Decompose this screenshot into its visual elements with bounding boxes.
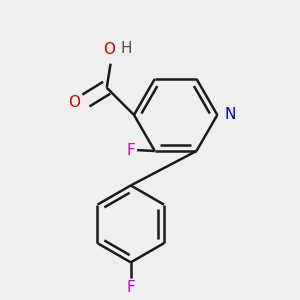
Text: F: F: [126, 280, 135, 295]
Text: N: N: [224, 107, 236, 122]
Text: O: O: [103, 42, 115, 57]
Text: H: H: [121, 41, 132, 56]
Text: O: O: [68, 94, 80, 110]
Text: F: F: [126, 142, 135, 158]
